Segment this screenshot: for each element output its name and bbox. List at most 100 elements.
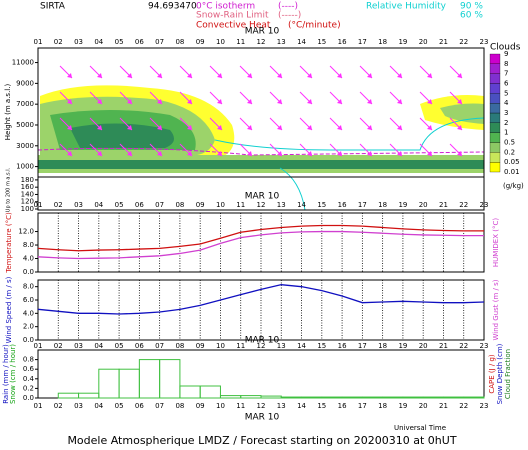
x-tick-label: 12 xyxy=(257,201,266,209)
colorbar-label: 6 xyxy=(504,80,509,88)
legend-heat: Convective Heat xyxy=(196,21,271,31)
x-tick-label: 02 xyxy=(54,38,63,46)
y-tick-label: 0.0 xyxy=(23,336,34,344)
axis-title: Wind Gust (m / s) xyxy=(492,279,500,340)
axis-title: HUMIDEX (°C) xyxy=(492,218,500,267)
x-tick-label: 11 xyxy=(236,38,245,46)
arrow-head xyxy=(97,151,102,156)
colorbar-label: 8 xyxy=(504,60,508,68)
histogram-bar xyxy=(321,396,343,399)
x-tick-label: 17 xyxy=(358,342,367,350)
x-tick-label: 23 xyxy=(480,201,489,209)
histogram-bar xyxy=(341,396,363,399)
arrow-head xyxy=(187,125,192,130)
arrow-head xyxy=(427,151,432,156)
date-label: MAR 10 xyxy=(245,336,280,346)
x-tick-label: 05 xyxy=(115,342,124,350)
x-tick-label: 12 xyxy=(257,402,266,410)
x-tick-label: 20 xyxy=(419,402,428,410)
legend-iso-sym: (----) xyxy=(278,2,298,12)
footer: Modele Atmospherique LMDZ / Forecast sta… xyxy=(67,434,456,447)
x-tick-label: 15 xyxy=(317,38,326,46)
arrow-head xyxy=(427,99,432,104)
x-tick-label: 14 xyxy=(297,342,306,350)
y-tick-label: 0.2 xyxy=(23,384,34,392)
series-line xyxy=(37,230,484,260)
arrow-head xyxy=(157,73,162,78)
y-tick-label: 7000 xyxy=(16,100,34,108)
arrow-head xyxy=(127,99,132,104)
histogram-bar xyxy=(240,395,262,399)
colorbar-label: 9 xyxy=(504,50,508,58)
colorbar-title: Clouds xyxy=(490,43,521,53)
histogram-bar xyxy=(78,392,100,399)
x-tick-label: 13 xyxy=(277,201,286,209)
colorbar-label: 0.05 xyxy=(504,158,520,166)
arrow-head xyxy=(307,125,312,130)
x-tick-label: 02 xyxy=(54,402,63,410)
arrow-head xyxy=(157,125,162,130)
x-tick-label: 11 xyxy=(236,201,245,209)
series-line xyxy=(37,284,485,315)
series-line xyxy=(37,224,484,252)
arrow-head xyxy=(217,73,222,78)
x-tick-label: 15 xyxy=(317,402,326,410)
axis-title: CAPE (J / g) xyxy=(488,354,496,394)
arrow-head xyxy=(67,99,72,104)
x-tick-label: 19 xyxy=(398,402,407,410)
arrow-head xyxy=(97,73,102,78)
y-tick-label: 0.4 xyxy=(23,375,35,383)
arrow-head xyxy=(397,99,402,104)
colorbar-label: 4 xyxy=(504,99,509,107)
legend-snow-sym: (-----) xyxy=(278,11,301,21)
histogram-bar xyxy=(301,396,323,399)
x-tick-label: 11 xyxy=(236,342,245,350)
x-tick-label: 20 xyxy=(419,342,428,350)
arrow-head xyxy=(337,125,342,130)
x-tick-label: 07 xyxy=(155,402,164,410)
arrow-head xyxy=(127,125,132,130)
colorbar-unit: (g/kg) xyxy=(503,182,524,190)
histogram-bar xyxy=(280,396,303,399)
histogram-bar xyxy=(402,396,424,399)
x-tick-label: 03 xyxy=(74,201,83,209)
x-tick-label: 14 xyxy=(297,402,306,410)
y-tick-label: 4.0 xyxy=(23,309,34,317)
x-tick-label: 04 xyxy=(94,402,103,410)
colorbar-swatch xyxy=(489,162,501,173)
x-tick-label: 01 xyxy=(34,201,43,209)
x-tick-label: 16 xyxy=(338,201,347,209)
legend-rh: Relative Humidity xyxy=(366,2,447,12)
arrow-head xyxy=(337,151,342,156)
histogram-bar xyxy=(422,396,444,399)
cloud-area xyxy=(70,123,174,148)
histogram-bar xyxy=(57,392,80,399)
x-tick-label: 19 xyxy=(398,38,407,46)
x-tick-label: 10 xyxy=(216,402,225,410)
axis-title: Temperature (°C) xyxy=(5,212,13,274)
histogram-bar xyxy=(138,359,161,399)
x-tick-label: 09 xyxy=(196,342,205,350)
x-tick-label: 21 xyxy=(439,201,448,209)
x-tick-label: 12 xyxy=(257,38,266,46)
y-tick-label: 0.0 xyxy=(23,394,34,402)
arrow-head xyxy=(67,125,72,130)
x-tick-label: 01 xyxy=(34,402,43,410)
arrow-head xyxy=(367,99,372,104)
x-tick-label: 09 xyxy=(196,38,205,46)
x-tick-label: 19 xyxy=(398,342,407,350)
x-tick-label: 17 xyxy=(358,402,367,410)
arrow-head xyxy=(457,73,462,78)
arrow-head xyxy=(97,125,102,130)
histogram-bar xyxy=(219,395,242,399)
cloud-field xyxy=(37,85,485,211)
x-tick-label: 15 xyxy=(317,201,326,209)
legend-rh-lo: 60 % xyxy=(460,11,483,21)
site: SIRTA xyxy=(40,2,66,12)
axis-title: Cloud Fraction xyxy=(504,349,512,399)
arrow-head xyxy=(217,151,222,156)
x-tick-label: 08 xyxy=(175,201,184,209)
legend-iso: 0°C isotherm xyxy=(196,2,255,12)
header: SIRTA 94.693470 0°C isotherm (----) Snow… xyxy=(40,2,483,31)
